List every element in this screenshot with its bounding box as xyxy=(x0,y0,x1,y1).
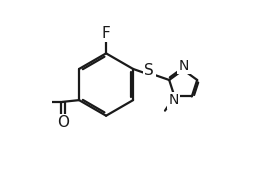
Text: F: F xyxy=(102,26,110,41)
Text: N: N xyxy=(168,93,179,107)
Text: O: O xyxy=(57,115,69,130)
Text: N: N xyxy=(179,59,189,73)
Text: S: S xyxy=(145,63,154,78)
